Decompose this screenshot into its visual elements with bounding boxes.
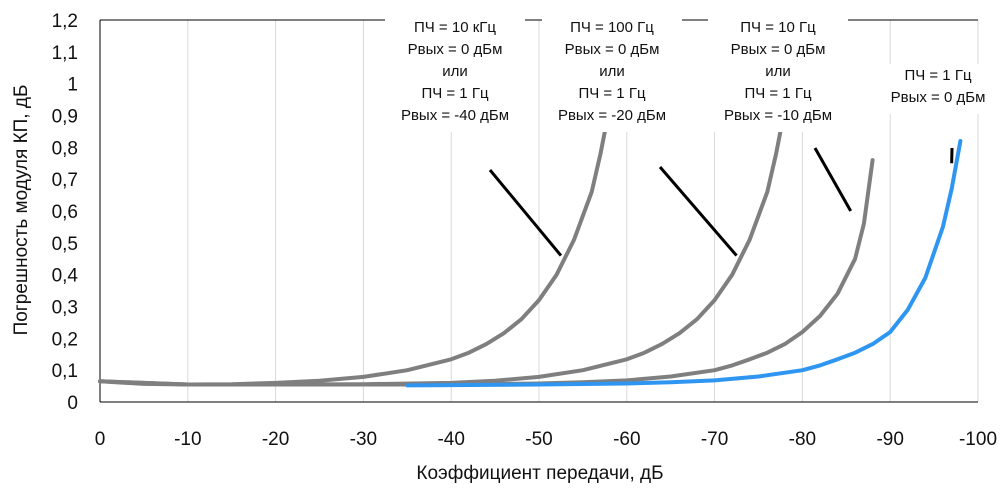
annotation-text: Pвых = 0 дБм — [408, 41, 503, 58]
annotation-text: ПЧ = 1 Гц — [904, 67, 972, 84]
annotation-text: ПЧ = 10 кГц — [414, 19, 496, 36]
x-axis-title: Коэффициент передачи, дБ — [416, 463, 663, 484]
series-line-3 — [98, 158, 875, 387]
x-tick-label: -100 — [959, 429, 997, 450]
y-tick-label: 0,9 — [52, 107, 78, 128]
y-tick-label: 0,7 — [52, 170, 78, 191]
y-tick-label: 0,2 — [52, 329, 78, 350]
annotation-text: или — [765, 63, 791, 80]
annotation-text: ПЧ = 1 Гц — [744, 85, 812, 102]
y-tick-label: 0,5 — [52, 234, 78, 255]
annotation-text: или — [599, 63, 625, 80]
annotation-2: ПЧ = 100 Гц Pвых = 0 дБм или ПЧ = 1 Гц Pвых … — [542, 16, 738, 257]
annotation-box — [385, 16, 525, 132]
annotation-text: Pвых = -40 дБм — [401, 107, 509, 124]
annotation-text: или — [442, 63, 468, 80]
x-tick-label: -80 — [789, 429, 816, 450]
annotation-3: ПЧ = 10 Гц Pвых = 0 дБм или ПЧ = 1 Гц Pвых =… — [708, 16, 852, 212]
tick-labels: 0 -10 -20 -30 -40 -50 -60 -70 -80 -90 -100 0 0,1 0,2 0… — [52, 11, 997, 450]
annotation-text: Pвых = 0 дБм — [891, 89, 986, 106]
annotation-1: ПЧ = 10 кГц Pвых = 0 дБм или ПЧ = 1 Гц Pвых … — [385, 16, 563, 257]
annotation-text: Pвых = 0 дБм — [731, 41, 826, 58]
annotations: ПЧ = 10 кГц Pвых = 0 дБм или ПЧ = 1 Гц Pвых … — [385, 16, 998, 257]
annotation-pointer — [488, 169, 563, 257]
annotation-box — [542, 16, 682, 132]
y-tick-label: 0 — [67, 393, 78, 414]
x-tick-label: -50 — [525, 429, 552, 450]
x-tick-label: -10 — [174, 429, 201, 450]
y-tick-label: 0,1 — [52, 361, 78, 382]
annotation-text: Pвых = -20 дБм — [558, 107, 666, 124]
annotation-box — [708, 16, 848, 132]
x-tick-label: -30 — [350, 429, 377, 450]
series-line-2 — [98, 107, 787, 387]
annotation-text: ПЧ = 10 Гц — [740, 19, 816, 36]
y-tick-label: 0,4 — [52, 266, 79, 287]
annotation-pointer — [813, 147, 852, 212]
y-axis-title: Погрешность модуля КП, дБ — [11, 85, 32, 336]
x-tick-label: -20 — [262, 429, 289, 450]
y-tick-label: 1 — [67, 75, 78, 96]
annotation-text: ПЧ = 1 Гц — [578, 85, 646, 102]
y-tick-label: 1,2 — [52, 11, 78, 32]
series-line-1 — [98, 107, 612, 387]
y-tick-label: 1,1 — [52, 43, 78, 64]
x-tick-label: -90 — [876, 429, 903, 450]
annotation-text: Pвых = -10 дБм — [724, 107, 832, 124]
annotation-box — [878, 64, 998, 114]
series-line-4 — [405, 139, 963, 388]
annotation-text: ПЧ = 100 Гц — [570, 19, 654, 36]
annotation-4: ПЧ = 1 Гц Pвых = 0 дБм — [878, 64, 998, 164]
series-group — [98, 107, 963, 388]
y-tick-label: 0,8 — [52, 138, 78, 159]
annotation-text: ПЧ = 1 Гц — [421, 85, 489, 102]
x-tick-label: -60 — [613, 429, 640, 450]
x-tick-label: -70 — [701, 429, 728, 450]
x-tick-label: -40 — [437, 429, 464, 450]
y-tick-label: 0,6 — [52, 202, 78, 223]
y-tick-label: 0,3 — [52, 298, 78, 319]
annotation-text: Pвых = 0 дБм — [565, 41, 660, 58]
annotation-pointer — [658, 166, 738, 257]
x-tick-label: 0 — [95, 429, 106, 450]
